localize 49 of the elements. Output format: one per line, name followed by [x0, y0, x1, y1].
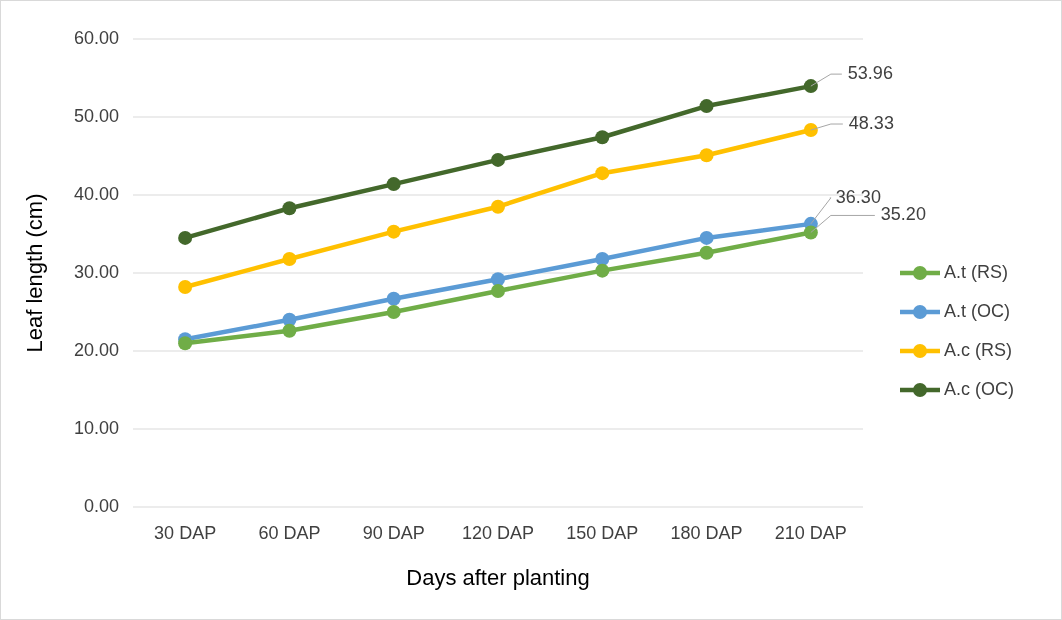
point	[491, 199, 505, 214]
y-tick-label: 30.00	[73, 261, 119, 282]
legend-label: A.c (RS)	[944, 339, 1013, 360]
point	[803, 225, 818, 240]
point	[491, 283, 505, 298]
y-tick-label: 0.00	[83, 495, 119, 516]
x-tick-label: 60 DAP	[258, 523, 321, 543]
point	[491, 272, 505, 287]
point	[699, 245, 714, 260]
x-tick-label: 150 DAP	[566, 523, 639, 543]
point	[178, 280, 193, 295]
point	[386, 305, 401, 319]
y-tick-label: 60.00	[73, 27, 119, 48]
point	[803, 79, 818, 94]
point	[282, 201, 297, 216]
point	[282, 323, 297, 338]
point	[386, 291, 401, 306]
point	[595, 130, 610, 145]
point	[595, 166, 610, 181]
point	[386, 177, 401, 192]
point	[699, 99, 714, 114]
point	[803, 123, 818, 138]
data-label: 36.30	[835, 186, 881, 207]
x-tick-label: 30 DAP	[154, 523, 217, 543]
data-label: 35.20	[880, 204, 926, 225]
y-tick-label: 10.00	[73, 417, 119, 438]
point	[699, 148, 714, 163]
point	[699, 230, 714, 245]
legend-label: A.t (RS)	[944, 261, 1009, 282]
point	[178, 336, 193, 351]
legend-label: A.t (OC)	[944, 300, 1010, 321]
data-label: 48.33	[848, 112, 894, 133]
point	[282, 251, 297, 266]
data-label: 53.96	[847, 62, 893, 83]
x-tick-label: 180 DAP	[670, 523, 743, 543]
y-tick-label: 40.00	[73, 183, 119, 204]
point	[386, 224, 401, 239]
x-tick-label: 210 DAP	[774, 523, 847, 543]
y-tick-label: 20.00	[73, 339, 119, 360]
legend-label: A.c (OC)	[944, 378, 1014, 399]
x-tick-label: 120 DAP	[461, 523, 535, 543]
y-tick-label: 50.00	[73, 105, 119, 126]
point	[178, 230, 193, 245]
point	[491, 152, 505, 167]
x-axis-title: Days after planting	[406, 565, 590, 590]
y-axis-title: Leaf length (cm)	[22, 193, 47, 353]
point	[595, 251, 610, 266]
x-tick-label: 90 DAP	[362, 523, 425, 543]
point	[595, 263, 610, 278]
